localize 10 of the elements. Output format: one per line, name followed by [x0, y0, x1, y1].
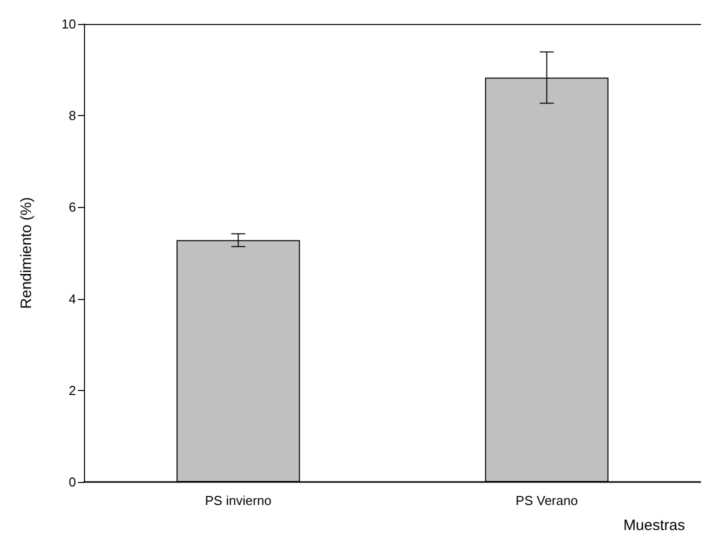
y-tick-label: 6 — [68, 200, 76, 215]
y-tick-label: 0 — [68, 474, 76, 490]
y-axis-title: Rendimiento (%) — [18, 197, 35, 309]
x-tick-label: PS invierno — [205, 493, 272, 508]
x-axis-title: Muestras — [623, 517, 685, 534]
y-tick-label: 4 — [68, 291, 76, 306]
y-tick-label: 10 — [62, 16, 76, 32]
y-tick-label: 8 — [68, 108, 76, 124]
x-tick-label: PS Verano — [516, 493, 578, 508]
y-tick-label: 2 — [68, 382, 76, 398]
